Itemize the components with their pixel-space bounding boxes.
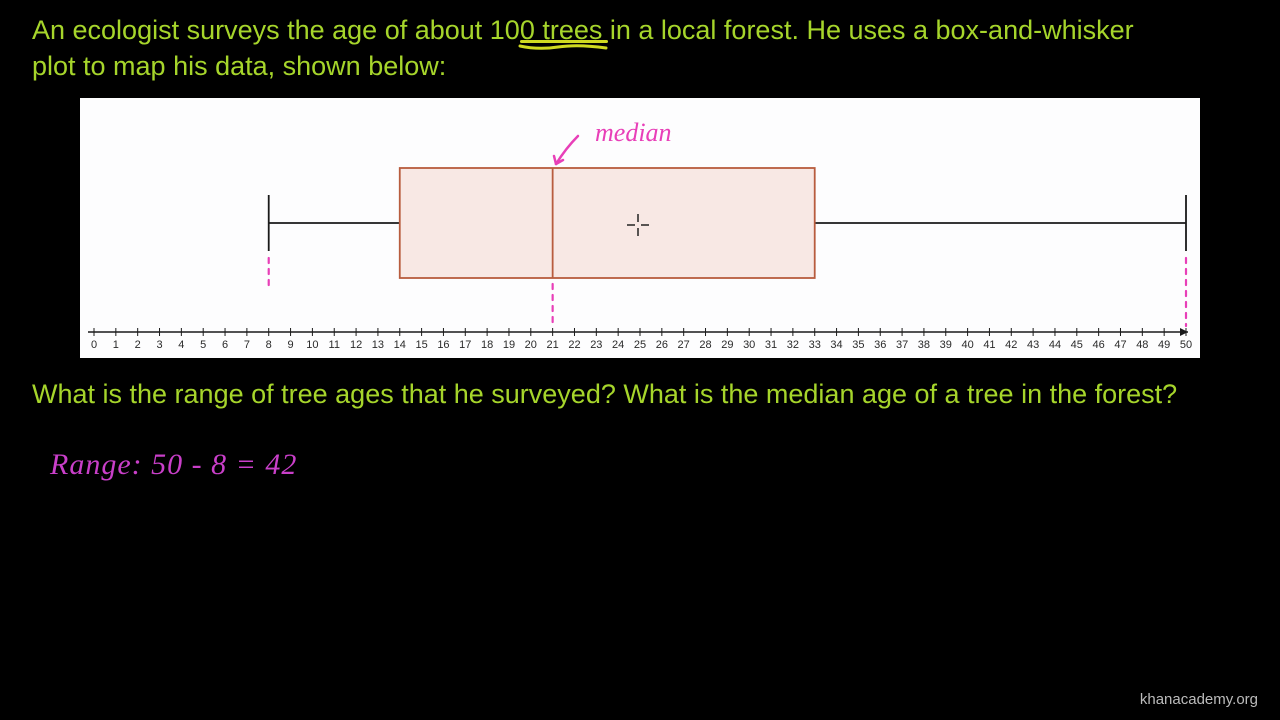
svg-text:28: 28 (699, 339, 711, 351)
svg-text:27: 27 (678, 339, 690, 351)
svg-text:50: 50 (1180, 339, 1192, 351)
svg-text:24: 24 (612, 339, 624, 351)
median-label: median (595, 118, 672, 148)
svg-text:10: 10 (306, 339, 318, 351)
svg-text:0: 0 (91, 339, 97, 351)
svg-text:33: 33 (809, 339, 821, 351)
svg-text:15: 15 (415, 339, 427, 351)
svg-text:4: 4 (178, 339, 184, 351)
svg-text:38: 38 (918, 339, 930, 351)
median-arrow (548, 128, 588, 173)
underline-wavy (518, 42, 614, 52)
svg-text:46: 46 (1093, 339, 1105, 351)
svg-text:16: 16 (437, 339, 449, 351)
range-annotation: Range: 50 - 8 = 42 (50, 448, 297, 482)
question2: What is the range of tree ages that he s… (32, 376, 1177, 412)
svg-text:11: 11 (329, 339, 340, 351)
svg-text:18: 18 (481, 339, 493, 351)
svg-text:26: 26 (656, 339, 668, 351)
svg-text:17: 17 (459, 339, 471, 351)
svg-text:13: 13 (372, 339, 384, 351)
svg-text:40: 40 (961, 339, 973, 351)
svg-text:43: 43 (1027, 339, 1039, 351)
svg-text:41: 41 (983, 339, 995, 351)
svg-text:35: 35 (852, 339, 864, 351)
svg-text:32: 32 (787, 339, 799, 351)
svg-text:3: 3 (156, 339, 162, 351)
question-line2: plot to map his data, shown below: (32, 48, 446, 84)
svg-text:12: 12 (350, 339, 362, 351)
svg-text:7: 7 (244, 339, 250, 351)
svg-text:20: 20 (525, 339, 537, 351)
svg-text:6: 6 (222, 339, 228, 351)
svg-text:45: 45 (1071, 339, 1083, 351)
svg-text:47: 47 (1114, 339, 1126, 351)
svg-text:25: 25 (634, 339, 646, 351)
svg-text:36: 36 (874, 339, 886, 351)
svg-text:1: 1 (113, 339, 119, 351)
svg-text:42: 42 (1005, 339, 1017, 351)
svg-text:48: 48 (1136, 339, 1148, 351)
svg-text:39: 39 (940, 339, 952, 351)
svg-text:5: 5 (200, 339, 206, 351)
svg-text:44: 44 (1049, 339, 1061, 351)
svg-text:9: 9 (287, 339, 293, 351)
svg-text:21: 21 (547, 339, 559, 351)
svg-text:8: 8 (266, 339, 272, 351)
svg-text:29: 29 (721, 339, 733, 351)
cursor-crosshair (627, 214, 649, 236)
svg-text:14: 14 (394, 339, 406, 351)
svg-text:19: 19 (503, 339, 515, 351)
svg-text:2: 2 (135, 339, 141, 351)
svg-text:37: 37 (896, 339, 908, 351)
svg-text:31: 31 (765, 339, 777, 351)
svg-text:23: 23 (590, 339, 602, 351)
watermark: khanacademy.org (1140, 691, 1258, 708)
svg-text:49: 49 (1158, 339, 1170, 351)
svg-text:22: 22 (568, 339, 580, 351)
svg-text:34: 34 (830, 339, 842, 351)
svg-text:30: 30 (743, 339, 755, 351)
